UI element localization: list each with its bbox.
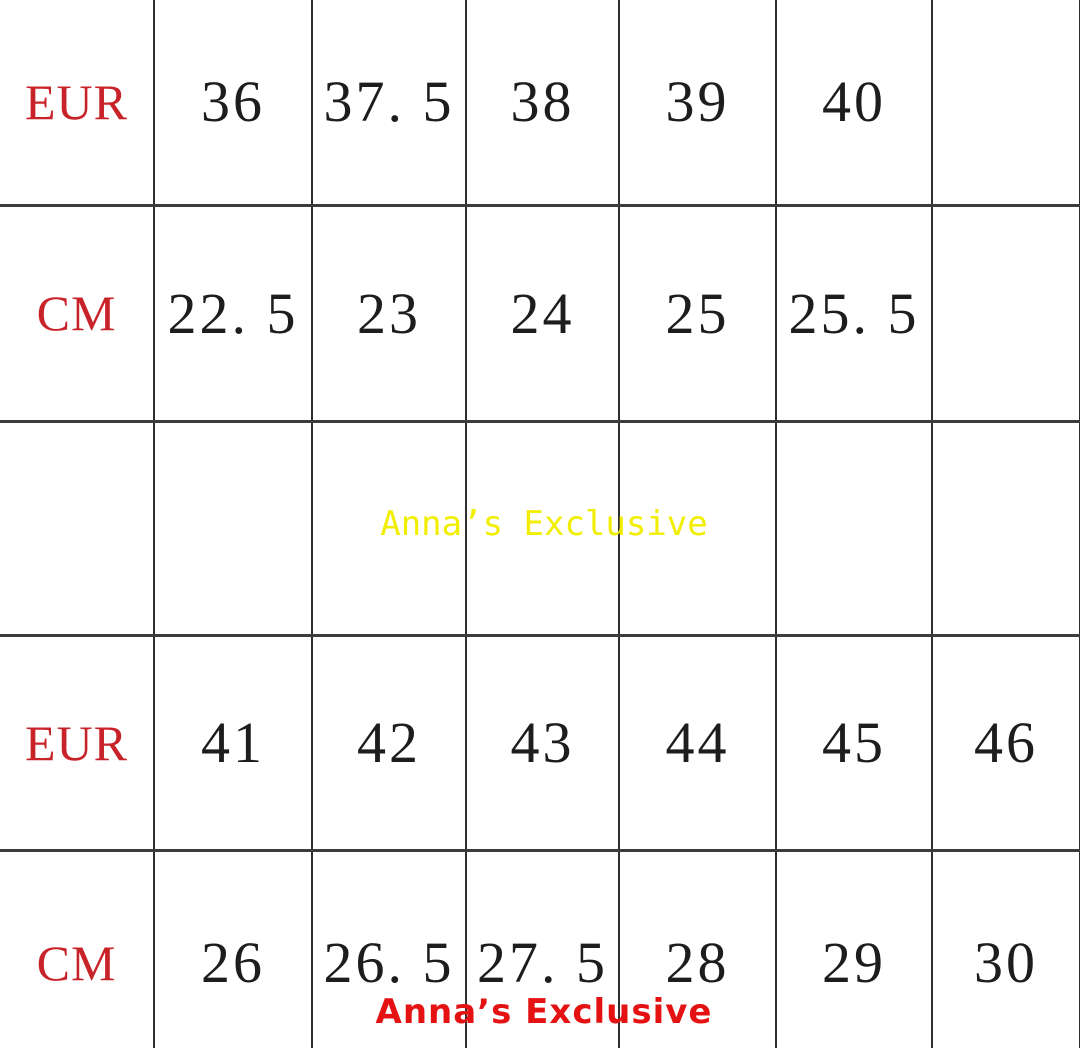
row-cm-top: CM 22. 5 23 24 25 25. 5: [0, 203, 1080, 423]
size-cell: 23: [311, 203, 467, 423]
row-eur-bottom: EUR 41 42 43 44 45 46: [0, 633, 1080, 852]
size-cell-empty: [931, 203, 1080, 423]
size-cell: 44: [618, 633, 777, 852]
size-cell: 25. 5: [775, 203, 933, 423]
row-label: EUR: [0, 633, 155, 852]
size-cell: 30: [931, 848, 1080, 1048]
size-cell-empty: [465, 419, 620, 637]
row-cm-bottom: CM 26 26. 5 27. 5 28 29 30: [0, 848, 1080, 1048]
size-cell-empty: [618, 419, 777, 637]
row-spacer: [0, 419, 1080, 637]
size-cell: 43: [465, 633, 620, 852]
size-cell: 39: [618, 0, 777, 207]
size-cell: 38: [465, 0, 620, 207]
size-cell: 45: [775, 633, 933, 852]
row-label-empty: [0, 419, 155, 637]
size-cell: 29: [775, 848, 933, 1048]
size-cell: 24: [465, 203, 620, 423]
size-cell: 36: [153, 0, 313, 207]
size-cell: 26. 5: [311, 848, 467, 1048]
size-cell: 28: [618, 848, 777, 1048]
size-cell: 22. 5: [153, 203, 313, 423]
size-cell-empty: [153, 419, 313, 637]
row-eur-top: EUR 36 37. 5 38 39 40: [0, 0, 1080, 207]
size-cell: 27. 5: [465, 848, 620, 1048]
row-label: CM: [0, 203, 155, 423]
size-cell-empty: [775, 419, 933, 637]
size-cell-empty: [931, 419, 1080, 637]
size-cell: 42: [311, 633, 467, 852]
size-cell: 40: [775, 0, 933, 207]
size-cell: 46: [931, 633, 1080, 852]
row-label: CM: [0, 848, 155, 1048]
size-cell-empty: [931, 0, 1080, 207]
row-label: EUR: [0, 0, 155, 207]
size-cell: 41: [153, 633, 313, 852]
size-cell: 26: [153, 848, 313, 1048]
size-cell-empty: [311, 419, 467, 637]
size-cell: 37. 5: [311, 0, 467, 207]
size-cell: 25: [618, 203, 777, 423]
